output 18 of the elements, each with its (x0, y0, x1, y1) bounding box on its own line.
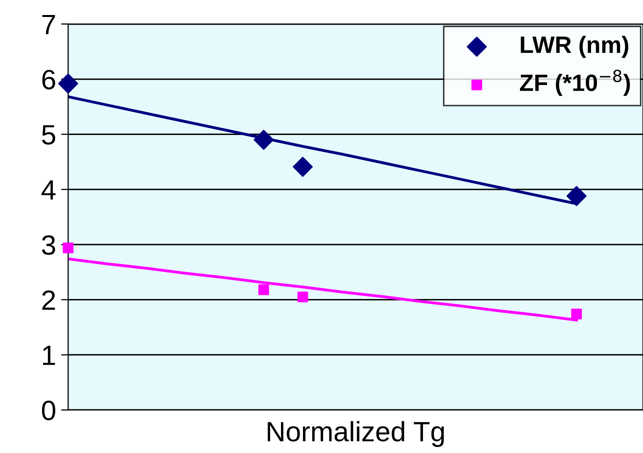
point (254, 130, 274, 150)
y-tick-label: 2 (42, 290, 55, 310)
y-tick-label: 7 (42, 14, 55, 34)
point (566, 186, 587, 206)
y-tick-label: 3 (42, 235, 56, 255)
point (292, 156, 313, 177)
y-tick-label: 5 (42, 125, 56, 145)
point (258, 284, 270, 296)
legend-label: ZF (*10$^{−8}$) (520, 70, 630, 96)
y-tick-label: 4 (42, 180, 56, 200)
legend-label: LWR (nm) (520, 36, 628, 58)
x-axis-title: Normalized Tg (268, 421, 444, 447)
y-tick-label: 0 (42, 400, 56, 420)
point (297, 292, 308, 302)
point (571, 308, 582, 320)
point (58, 74, 78, 94)
y-tick-label: 1 (43, 346, 55, 365)
y-tick-label: 6 (42, 70, 56, 90)
